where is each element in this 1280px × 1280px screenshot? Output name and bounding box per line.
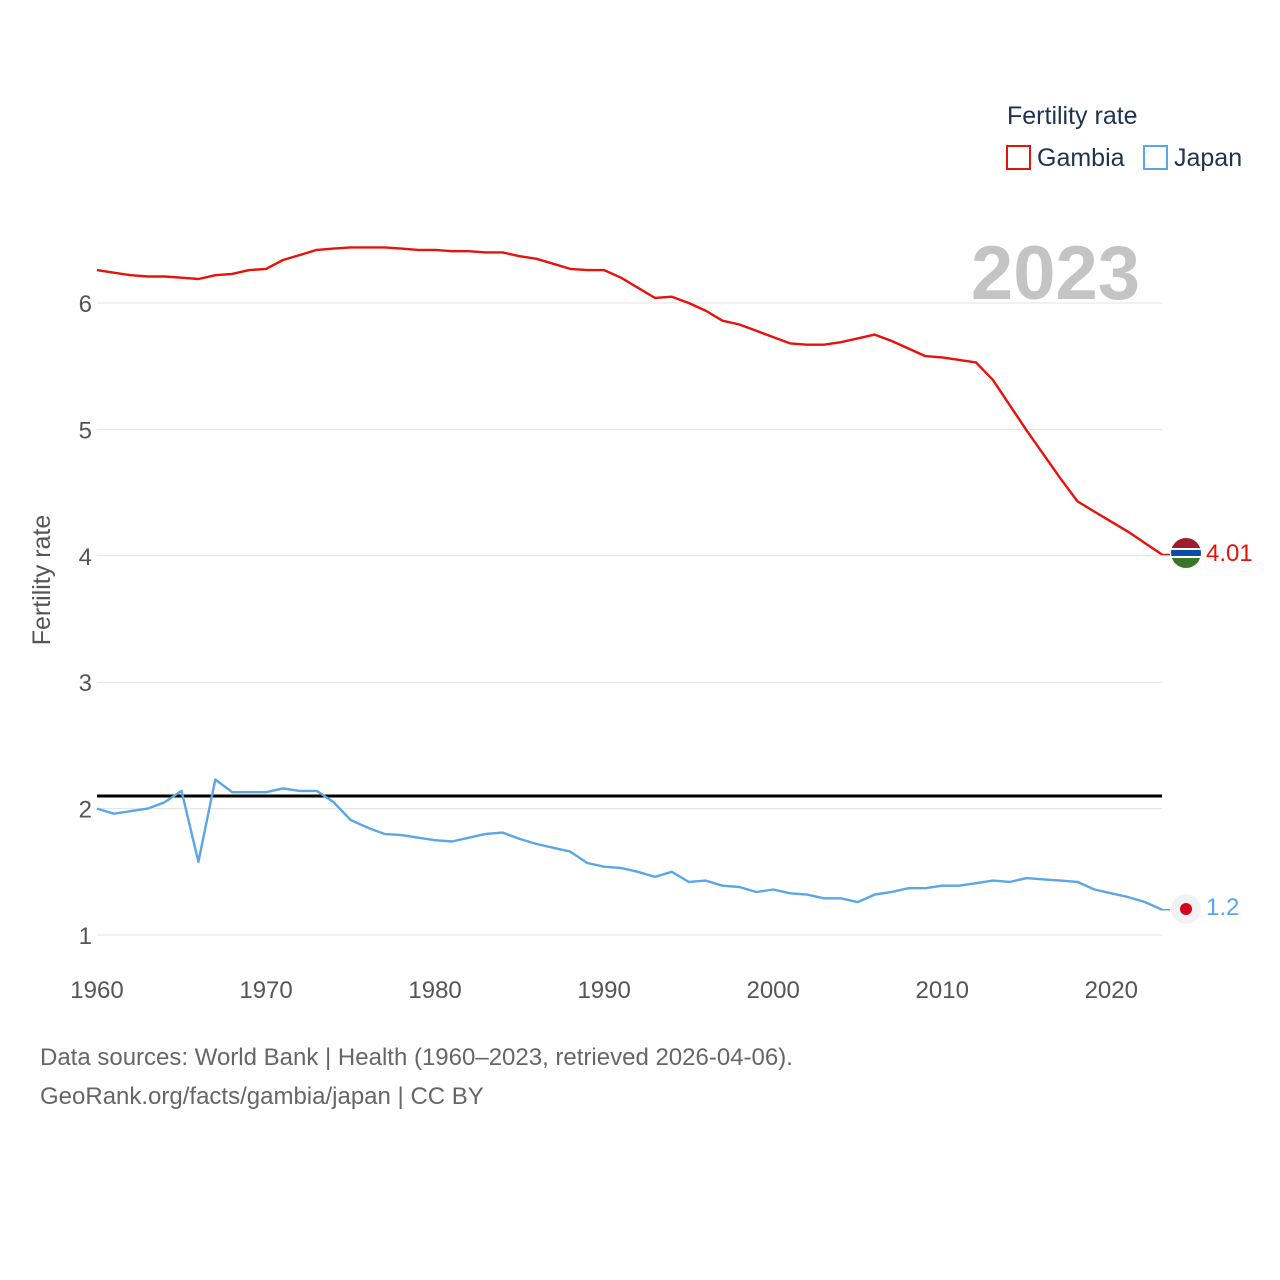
x-axis-ticks: 1960 1970 1980 1990 2000 2010 2020 [70,977,1138,1004]
source-url: GeoRank.org/facts/gambia/japan | CC BY [40,1083,484,1110]
legend: Fertility rate Gambia Japan [1006,102,1242,172]
x-tick-label-1980: 1980 [408,977,461,1004]
legend-gambia-swatch[interactable] [1006,145,1031,170]
legend-japan-swatch[interactable] [1143,145,1168,170]
current-year-label: 2023 [971,231,1140,316]
y-tick-label-3: 3 [79,670,92,697]
x-tick-label-2020: 2020 [1085,977,1138,1004]
gambia-end-value: 4.01 [1206,540,1253,567]
legend-japan-label[interactable]: Japan [1174,144,1242,172]
legend-title: Fertility rate [1007,102,1138,130]
x-tick-label-1960: 1960 [70,977,123,1004]
source-note: Data sources: World Bank | Health (1960–… [40,1044,793,1071]
japan-flag-icon [1171,894,1201,924]
x-tick-label-2000: 2000 [746,977,799,1004]
gambia-flag-icon [1171,538,1201,568]
y-tick-label-5: 5 [79,417,92,444]
y-tick-label-2: 2 [79,797,92,824]
x-tick-label-1970: 1970 [239,977,292,1004]
japan-end-value: 1.2 [1206,894,1239,921]
japan-series-line[interactable] [96,778,1163,911]
y-tick-label-6: 6 [79,291,92,318]
gambia-series-line[interactable] [96,246,1163,556]
legend-gambia-label[interactable]: Gambia [1037,144,1125,172]
x-tick-label-1990: 1990 [577,977,630,1004]
y-tick-label-4: 4 [79,544,92,571]
y-axis-ticks: 1 2 3 4 5 6 [79,291,92,950]
end-markers [1171,538,1201,924]
y-axis-title: Fertility rate [28,515,56,646]
series-lines [96,246,1170,911]
y-tick-label-1: 1 [79,923,92,950]
x-tick-label-2010: 2010 [916,977,969,1004]
gridlines [97,302,1162,936]
